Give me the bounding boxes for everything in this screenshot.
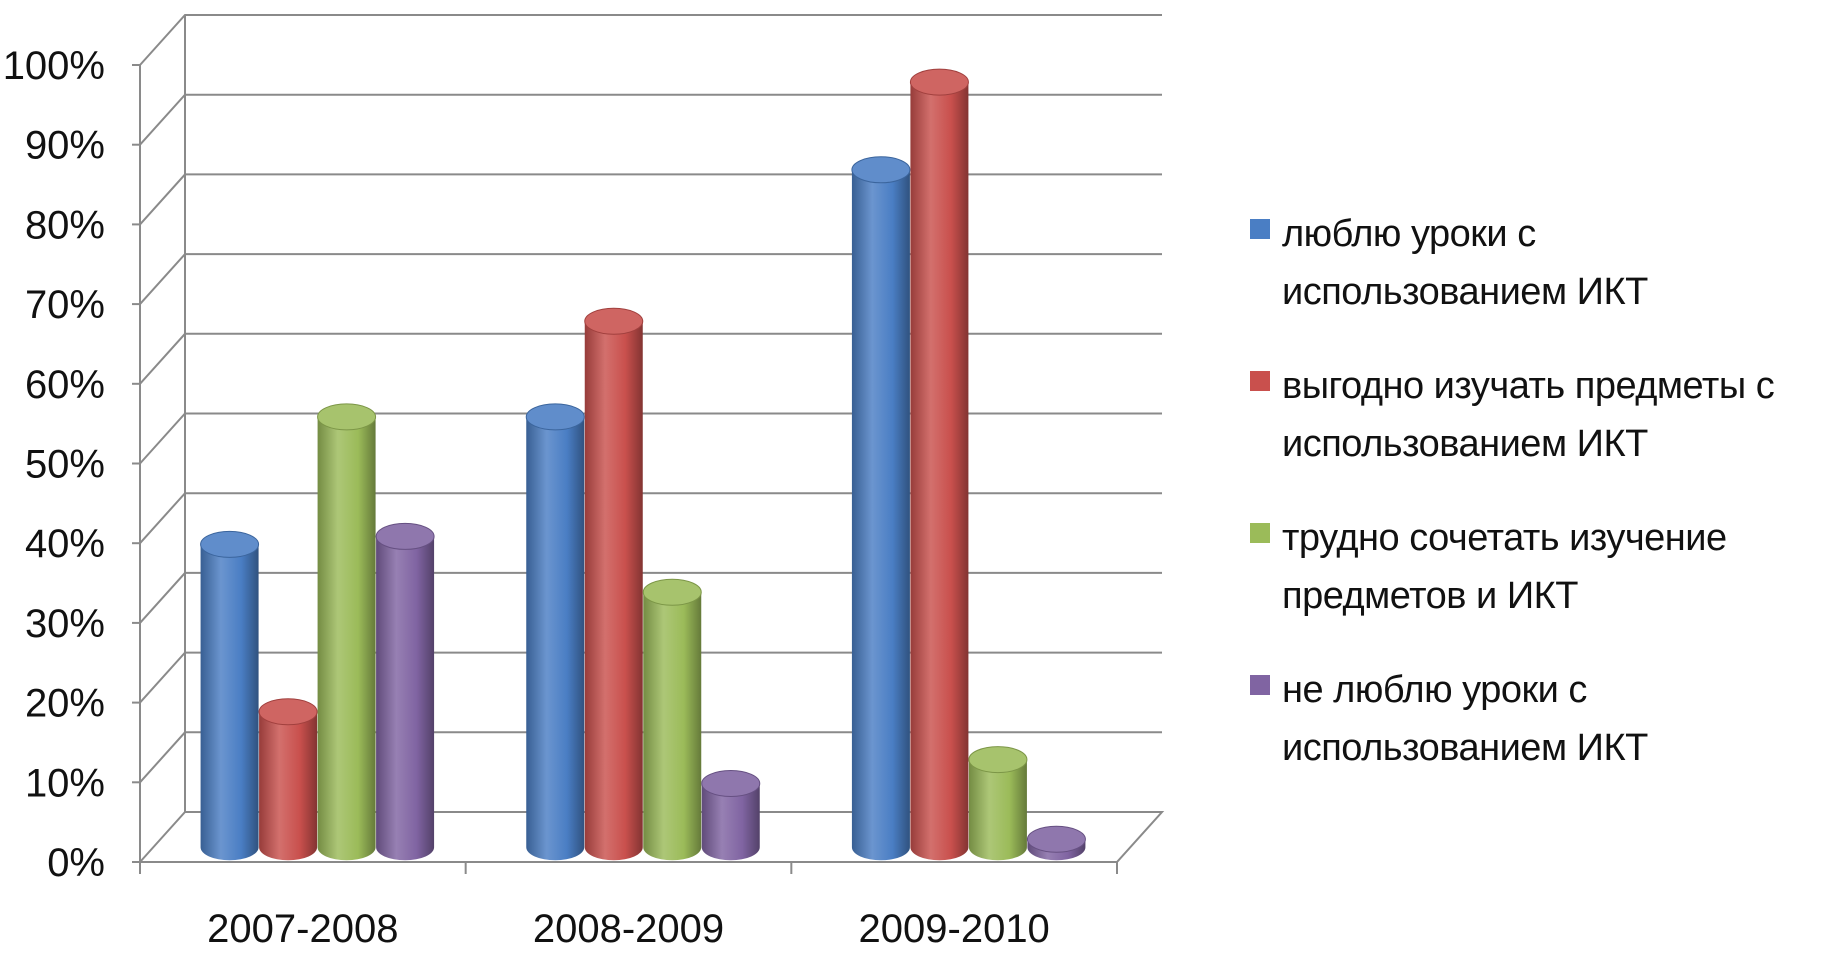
x-tick-label: 2008-2009	[533, 907, 724, 951]
bar-body	[910, 82, 969, 861]
legend-item: выгодно изучать предметы с использование…	[1250, 357, 1830, 473]
y-tick-label: 60%	[25, 363, 105, 407]
legend: люблю уроки с использованием ИКТ выгодно…	[1250, 205, 1830, 813]
legend-label: трудно сочетать изучение предметов и ИКТ	[1282, 517, 1727, 617]
gridline	[139, 731, 1162, 783]
bar-body	[584, 321, 643, 861]
y-tick-label: 20%	[25, 682, 105, 726]
bar-top	[642, 578, 702, 606]
bar-top	[375, 522, 435, 550]
bar-top	[317, 403, 377, 431]
legend-item: люблю уроки с использованием ИКТ	[1250, 205, 1830, 321]
legend-swatch	[1250, 219, 1270, 239]
bar-top	[258, 698, 318, 726]
y-tick-label: 70%	[25, 283, 105, 327]
gridline	[139, 253, 1162, 305]
legend-label: люблю уроки с использованием ИКТ	[1282, 213, 1648, 313]
bar-top	[701, 769, 761, 797]
legend-label: выгодно изучать предметы с использование…	[1282, 365, 1775, 465]
x-tick-label: 2007-2008	[207, 907, 398, 951]
gridline	[139, 173, 1162, 226]
bar-body	[259, 711, 318, 861]
y-tick-label: 80%	[25, 203, 105, 247]
bar-top	[584, 307, 644, 335]
y-tick-label: 90%	[25, 124, 105, 168]
legend-swatch	[1250, 523, 1270, 543]
bar-body	[200, 544, 259, 861]
y-tick-label: 10%	[25, 761, 105, 805]
bar-top	[525, 403, 585, 431]
legend-item: не люблю уроки с использованием ИКТ	[1250, 661, 1830, 777]
bar-body	[643, 592, 702, 861]
bar-body	[317, 416, 376, 861]
grid	[137, 14, 1165, 863]
gridline	[139, 332, 1162, 385]
legend-swatch	[1250, 371, 1270, 391]
legend-label: не люблю уроки с использованием ИКТ	[1282, 669, 1648, 769]
legend-item: трудно сочетать изучение предметов и ИКТ	[1250, 509, 1830, 625]
gridline	[139, 651, 1162, 704]
bar-body	[376, 536, 435, 861]
x-tick-label: 2009-2010	[859, 907, 1050, 951]
bar-body	[851, 169, 910, 861]
bars	[200, 68, 1086, 861]
gridline	[139, 492, 1162, 544]
y-tick-label: 40%	[25, 522, 105, 566]
bar-top	[1026, 825, 1086, 853]
bar-body	[526, 416, 585, 861]
bar-body	[701, 783, 760, 861]
axes	[132, 64, 1118, 874]
y-tick-label: 50%	[25, 443, 105, 487]
bar-body	[968, 759, 1027, 861]
y-tick-label: 100%	[3, 44, 105, 88]
bar-top	[968, 746, 1028, 774]
y-tick-label: 0%	[47, 841, 105, 885]
bar-top	[909, 68, 969, 96]
gridline	[139, 14, 1162, 66]
gridline	[139, 571, 1162, 624]
y-tick-label: 30%	[25, 602, 105, 646]
gridline	[139, 93, 1162, 146]
bar-top	[200, 530, 260, 558]
labels: 0% 10% 20% 30% 40% 50% 60% 70% 80% 90% 100% 2007-20…	[3, 44, 1050, 951]
gridline	[139, 412, 1162, 465]
bar-top	[851, 156, 911, 184]
legend-swatch	[1250, 675, 1270, 695]
